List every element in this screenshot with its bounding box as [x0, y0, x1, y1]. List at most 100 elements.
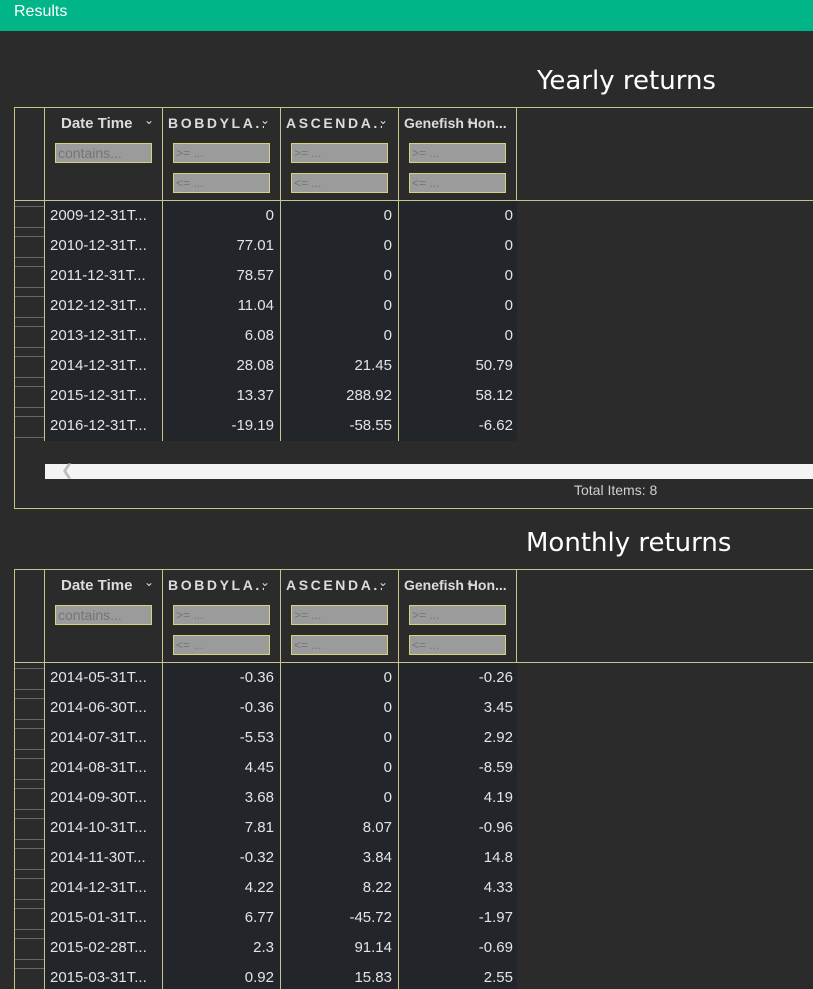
max-filter-input[interactable]	[409, 173, 506, 193]
column-label[interactable]: Date Time	[61, 115, 133, 132]
value-cell: -0.36	[163, 693, 281, 723]
row-selector[interactable]	[15, 783, 45, 813]
row-selector[interactable]	[15, 723, 45, 753]
table-row[interactable]: 2015-12-31T... 13.37 288.92 58.12	[15, 381, 517, 411]
value-cell: 78.57	[163, 261, 281, 291]
date-cell: 2014-12-31T...	[45, 351, 163, 381]
row-selector[interactable]	[15, 813, 45, 843]
chevron-down-icon[interactable]: ⌄	[260, 575, 271, 589]
row-selector[interactable]	[15, 291, 45, 321]
monthly-returns-title: Monthly returns	[526, 528, 732, 558]
column-header-bobdylan[interactable]: BOBDYLA... ⌄	[163, 108, 281, 200]
max-filter-input[interactable]	[291, 635, 388, 655]
min-filter-input[interactable]	[291, 143, 388, 163]
table-row[interactable]: 2014-06-30T... -0.36 0 3.45	[15, 693, 517, 723]
column-label[interactable]: Date Time	[61, 577, 133, 594]
row-selector[interactable]	[15, 381, 45, 411]
chevron-down-icon[interactable]: ⌄	[465, 113, 476, 127]
value-cell: 3.84	[281, 843, 399, 873]
grid-header: Date Time ⌄ BOBDYLA... ⌄ ASCENDA... ⌄ Ge…	[15, 570, 813, 663]
date-cell: 2014-10-31T...	[45, 813, 163, 843]
chevron-down-icon[interactable]: ⌄	[260, 113, 271, 127]
value-cell: 0	[281, 291, 399, 321]
date-cell: 2014-08-31T...	[45, 753, 163, 783]
table-row[interactable]: 2014-12-31T... 28.08 21.45 50.79	[15, 351, 517, 381]
table-row[interactable]: 2014-09-30T... 3.68 0 4.19	[15, 783, 517, 813]
row-selector[interactable]	[15, 873, 45, 903]
chevron-left-icon[interactable]: ❮	[61, 462, 74, 479]
table-row[interactable]: 2015-03-31T... 0.92 15.83 2.55	[15, 963, 517, 989]
value-cell: -45.72	[281, 903, 399, 933]
column-label[interactable]: ASCENDA...	[286, 577, 382, 593]
min-filter-input[interactable]	[409, 605, 506, 625]
min-filter-input[interactable]	[291, 605, 388, 625]
table-row[interactable]: 2014-10-31T... 7.81 8.07 -0.96	[15, 813, 517, 843]
column-header-date[interactable]: Date Time ⌄	[45, 570, 163, 662]
min-filter-input[interactable]	[173, 605, 270, 625]
max-filter-input[interactable]	[173, 173, 270, 193]
chevron-down-icon[interactable]: ⌄	[378, 575, 389, 589]
row-selector[interactable]	[15, 753, 45, 783]
column-header-date[interactable]: Date Time ⌄	[45, 108, 163, 200]
table-row[interactable]: 2013-12-31T... 6.08 0 0	[15, 321, 517, 351]
select-all-column[interactable]	[15, 108, 45, 200]
date-cell: 2009-12-31T...	[45, 201, 163, 231]
table-row[interactable]: 2014-11-30T... -0.32 3.84 14.8	[15, 843, 517, 873]
table-row[interactable]: 2014-12-31T... 4.22 8.22 4.33	[15, 873, 517, 903]
table-row[interactable]: 2009-12-31T... 0 0 0	[15, 201, 517, 231]
row-selector[interactable]	[15, 843, 45, 873]
table-row[interactable]: 2015-01-31T... 6.77 -45.72 -1.97	[15, 903, 517, 933]
column-header-ascenda[interactable]: ASCENDA... ⌄	[281, 570, 399, 662]
column-header-genefish[interactable]: Genefish Hon... ⌄	[399, 570, 517, 662]
table-row[interactable]: 2010-12-31T... 77.01 0 0	[15, 231, 517, 261]
row-selector[interactable]	[15, 663, 45, 693]
chevron-down-icon[interactable]: ⌄	[144, 575, 155, 589]
max-filter-input[interactable]	[173, 635, 270, 655]
column-label[interactable]: ASCENDA...	[286, 115, 382, 131]
column-header-bobdylan[interactable]: BOBDYLA... ⌄	[163, 570, 281, 662]
row-selector[interactable]	[15, 963, 45, 989]
value-cell: 0	[281, 693, 399, 723]
chevron-down-icon[interactable]: ⌄	[465, 575, 476, 589]
table-row[interactable]: 2014-05-31T... -0.36 0 -0.26	[15, 663, 517, 693]
chevron-down-icon[interactable]: ⌄	[378, 113, 389, 127]
row-selector[interactable]	[15, 321, 45, 351]
column-label[interactable]: BOBDYLA...	[168, 577, 264, 593]
max-filter-input[interactable]	[409, 635, 506, 655]
chevron-down-icon[interactable]: ⌄	[144, 113, 155, 127]
min-filter-input[interactable]	[409, 143, 506, 163]
column-label[interactable]: BOBDYLA...	[168, 115, 264, 131]
column-header-genefish[interactable]: Genefish Hon... ⌄	[399, 108, 517, 200]
row-selector[interactable]	[15, 693, 45, 723]
row-selector[interactable]	[15, 201, 45, 231]
column-label[interactable]: Genefish Hon...	[404, 577, 507, 593]
column-header-ascenda[interactable]: ASCENDA... ⌄	[281, 108, 399, 200]
table-row[interactable]: 2011-12-31T... 78.57 0 0	[15, 261, 517, 291]
value-cell: 2.55	[399, 963, 517, 989]
table-row[interactable]: 2014-08-31T... 4.45 0 -8.59	[15, 753, 517, 783]
horizontal-scrollbar[interactable]: ❮	[45, 462, 813, 479]
row-selector[interactable]	[15, 933, 45, 963]
table-row[interactable]: 2015-02-28T... 2.3 91.14 -0.69	[15, 933, 517, 963]
table-row[interactable]: 2012-12-31T... 11.04 0 0	[15, 291, 517, 321]
date-filter-input[interactable]	[55, 605, 152, 625]
row-selector[interactable]	[15, 903, 45, 933]
max-filter-input[interactable]	[291, 173, 388, 193]
table-row[interactable]: 2014-07-31T... -5.53 0 2.92	[15, 723, 517, 753]
row-selector[interactable]	[15, 351, 45, 381]
table-row[interactable]: 2016-12-31T... -19.19 -58.55 -6.62	[15, 411, 517, 441]
date-cell: 2015-01-31T...	[45, 903, 163, 933]
min-filter-input[interactable]	[173, 143, 270, 163]
value-cell: 0	[399, 291, 517, 321]
date-filter-input[interactable]	[55, 143, 152, 163]
value-cell: -0.69	[399, 933, 517, 963]
select-all-column[interactable]	[15, 570, 45, 662]
row-selector[interactable]	[15, 261, 45, 291]
row-selector[interactable]	[15, 231, 45, 261]
row-selector[interactable]	[15, 411, 45, 441]
date-cell: 2014-05-31T...	[45, 663, 163, 693]
value-cell: 11.04	[163, 291, 281, 321]
value-cell: 0	[281, 723, 399, 753]
column-label[interactable]: Genefish Hon...	[404, 115, 507, 131]
header-title: Results	[14, 3, 68, 20]
